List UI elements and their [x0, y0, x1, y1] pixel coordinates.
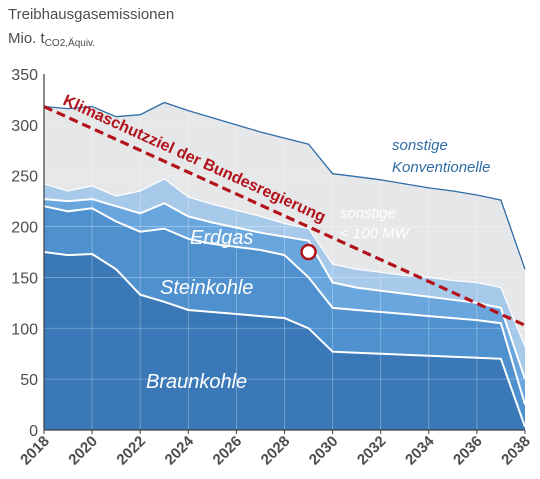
x-tick-label-2018: 2018 [17, 433, 53, 469]
x-tick-label-2032: 2032 [354, 433, 390, 469]
boundary-sonstige-konventionelle [43, 101, 526, 270]
label-sonstige-konv-line2: Konventionelle [392, 159, 490, 176]
y-tick-label-350: 350 [11, 67, 38, 84]
y-tick-label-250: 250 [11, 169, 38, 186]
boundary-sonstige-100-mw [43, 178, 526, 347]
boundary-braunkohle [43, 251, 526, 428]
y-axis-unit-subscript: CO2,Äquiv. [44, 38, 96, 49]
y-tick-label-0: 0 [29, 423, 38, 440]
boundary-erdgas [43, 198, 526, 380]
x-tick-label-2022: 2022 [113, 433, 149, 469]
y-tick-label-200: 200 [11, 220, 38, 237]
target-line [43, 105, 526, 327]
series-boundaries [43, 101, 526, 428]
x-tick-label-2026: 2026 [210, 433, 246, 469]
x-tick-label-2036: 2036 [450, 433, 486, 469]
y-tick-label-300: 300 [11, 118, 38, 135]
label-erdgas: Erdgas [190, 227, 253, 249]
x-tick-label-2034: 2034 [402, 432, 438, 468]
y-axis-unit-prefix: Mio. t [8, 30, 45, 47]
chart-title: Treibhausgasemissionen [8, 6, 175, 23]
label-sonstige-100-line2: < 100 MW [340, 225, 411, 242]
label-braunkohle: Braunkohle [146, 371, 247, 393]
y-tick-label-100: 100 [11, 321, 38, 338]
x-tick-label-2024: 2024 [162, 432, 198, 468]
label-steinkohle: Steinkohle [160, 277, 253, 299]
label-sonstige-konv-line1: sonstige [392, 137, 448, 154]
series-labels: Braunkohle Steinkohle Erdgas sonstige < 100 … [146, 137, 490, 393]
target-marker [300, 243, 317, 261]
y-tick-label-50: 50 [20, 372, 38, 389]
area-braunkohle [44, 252, 525, 430]
x-tick-label-2030: 2030 [306, 433, 342, 469]
label-sonstige-100-line1: sonstige [340, 205, 396, 222]
x-tick-label-2020: 2020 [65, 433, 101, 469]
y-axis-unit: Mio. tCO2,Äquiv. [8, 30, 95, 49]
x-tick-label-2028: 2028 [258, 433, 294, 469]
x-tick-label-2038: 2038 [498, 433, 534, 469]
boundary-steinkohle [43, 205, 526, 405]
y-tick-label-150: 150 [11, 270, 38, 287]
